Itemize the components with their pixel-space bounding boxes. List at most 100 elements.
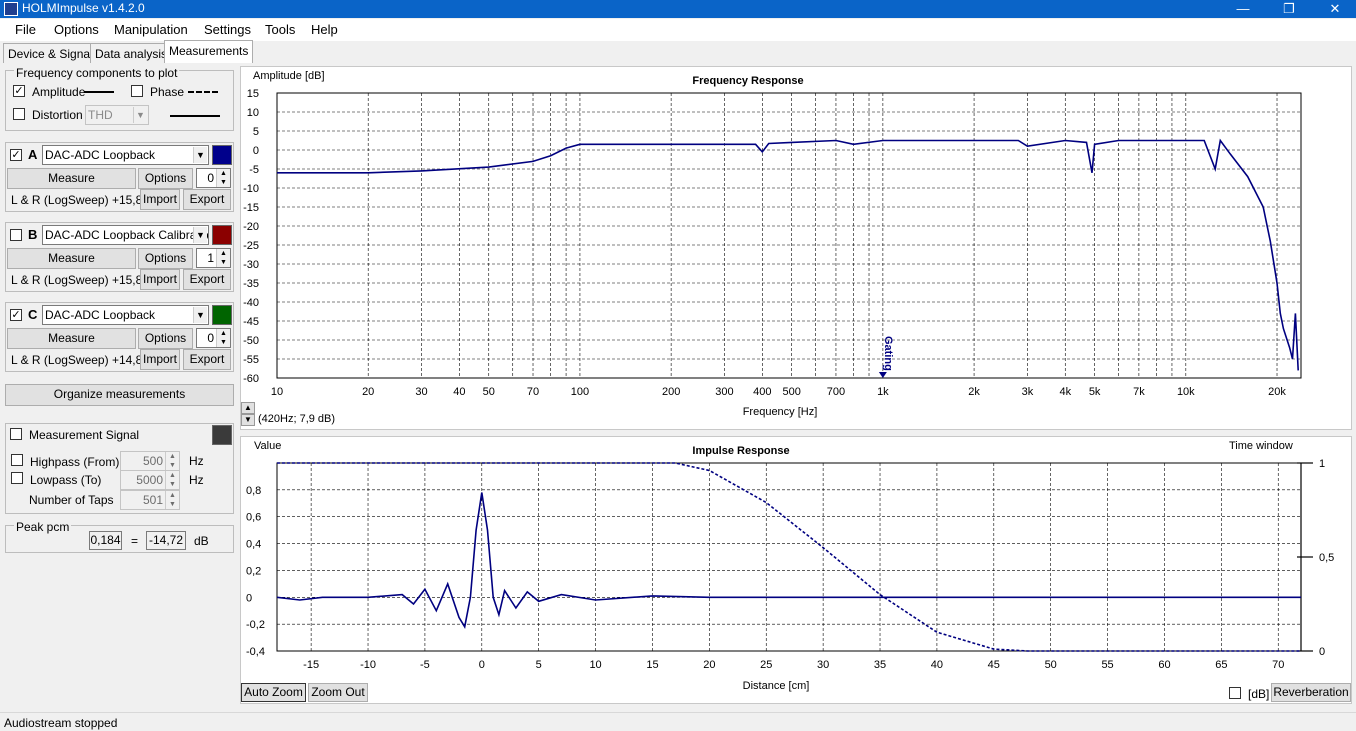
menu-options[interactable]: Options: [54, 22, 99, 37]
reverberation-button[interactable]: Reverberation: [1271, 683, 1351, 702]
cursor-down-icon[interactable]: ▼: [241, 414, 255, 426]
measurement-a-options-button[interactable]: Options: [138, 168, 193, 189]
ir-grid: [276, 462, 1302, 652]
frequency-response-chart[interactable]: 151050-5-10-15-20-25-30-35-40-45-50-55-6…: [241, 67, 1353, 431]
measurement-b-measure-button[interactable]: Measure: [7, 248, 136, 269]
ir-title: Impulse Response: [692, 445, 789, 457]
measurement-a-spinner[interactable]: 0 ▲ ▼: [196, 168, 231, 188]
measurement-a-spinner-value: 0: [207, 171, 214, 185]
lowpass-spinner[interactable]: 5000 ▲ ▼: [120, 470, 180, 490]
ir-ylabel: Value: [254, 440, 281, 452]
frequency-components-title: Frequency components to plot: [14, 66, 180, 80]
ir-xtick: 70: [1272, 659, 1284, 671]
measurement-c-spinner[interactable]: 0 ▲ ▼: [196, 328, 231, 348]
spinner-arrows-icon[interactable]: ▲ ▼: [216, 249, 230, 267]
measurement-c-import-button[interactable]: Import: [140, 349, 180, 370]
ir-ytick: 0,6: [246, 512, 261, 524]
ir-y2tick: 0: [1319, 646, 1325, 658]
measurement-b-spinner[interactable]: 1 ▲ ▼: [196, 248, 231, 268]
measurement-c-select[interactable]: DAC-ADC Loopback ▼: [42, 305, 209, 325]
organize-measurements-button[interactable]: Organize measurements: [5, 384, 234, 406]
measurement-signal-color-swatch[interactable]: [212, 425, 232, 445]
measurement-signal-checkbox[interactable]: [10, 428, 22, 440]
highpass-checkbox[interactable]: [11, 454, 23, 466]
distortion-type-select[interactable]: THD ▼: [85, 105, 149, 125]
taps-label: Number of Taps: [29, 493, 114, 507]
ir-series-line: [276, 492, 1301, 629]
lowpass-checkbox[interactable]: [11, 472, 23, 484]
measurement-a-measure-button[interactable]: Measure: [7, 168, 136, 189]
ir-ytick: 0,8: [246, 485, 261, 497]
measurement-c-export-button[interactable]: Export: [183, 349, 231, 370]
measurement-a-select[interactable]: DAC-ADC Loopback ▼: [42, 145, 209, 165]
taps-spinner[interactable]: 501 ▲ ▼: [120, 490, 180, 510]
measurement-b-checkbox[interactable]: [10, 229, 22, 241]
highpass-spinner[interactable]: 500 ▲ ▼: [120, 451, 180, 471]
ir-ticks: -15 -10 -5 0 5 10 15 20 25 30 35 40 45 50 55 60 65 700,80…: [246, 458, 1334, 671]
tab-device-signal[interactable]: Device & Signal: [3, 43, 98, 63]
tab-data-analysis[interactable]: Data analysis: [90, 43, 173, 63]
lowpass-label: Lowpass (To): [30, 473, 102, 487]
fr-ytick: -40: [243, 297, 259, 309]
fr-ytick: -20: [243, 221, 259, 233]
impulse-response-panel: -15 -10 -5 0 5 10 15 20 25 30 35 40 45 50 55 60 65 70 0,8 0…: [240, 436, 1352, 704]
peak-db-value: -14,72: [146, 531, 186, 550]
fr-xtick: 40: [453, 386, 465, 398]
spinner-arrows-icon[interactable]: ▲ ▼: [216, 329, 230, 347]
fr-xtick: 50: [483, 386, 495, 398]
ir-xtick: 30: [817, 659, 829, 671]
spinner-arrows-icon[interactable]: ▲ ▼: [216, 169, 230, 187]
highpass-value: 500: [142, 454, 163, 468]
distortion-checkbox[interactable]: [13, 108, 25, 120]
ir-xtick: 50: [1045, 659, 1057, 671]
fr-grid: [276, 92, 1302, 379]
measurement-a-color-swatch[interactable]: [212, 145, 232, 165]
spinner-arrows-icon[interactable]: ▲ ▼: [165, 491, 179, 509]
measurement-b-select[interactable]: DAC-ADC Loopback Calibrated ▼: [42, 225, 209, 245]
menu-tools[interactable]: Tools: [265, 22, 296, 37]
cursor-up-icon[interactable]: ▲: [241, 402, 255, 414]
measurement-c-checkbox[interactable]: ✓: [10, 309, 22, 321]
fr-xtick: 5k: [1089, 386, 1101, 398]
fr-xtick: 2k: [968, 386, 980, 398]
ir-y2label: Time window: [1229, 440, 1293, 452]
minimize-icon[interactable]: —: [1236, 1, 1250, 16]
impulse-response-chart[interactable]: -15 -10 -5 0 5 10 15 20 25 30 35 40 45 50 55 60 65 700,80…: [241, 437, 1353, 705]
measurement-b-options-button[interactable]: Options: [138, 248, 193, 269]
phase-checkbox[interactable]: [131, 85, 143, 97]
measurement-c-color-swatch[interactable]: [212, 305, 232, 325]
close-icon[interactable]: ✕: [1329, 1, 1341, 16]
auto-zoom-button[interactable]: Auto Zoom: [241, 683, 306, 702]
measurement-b-letter: B: [28, 227, 38, 242]
zoom-out-button[interactable]: Zoom Out: [308, 683, 368, 702]
ir-ytick: 0,4: [246, 539, 261, 551]
db-checkbox[interactable]: [1229, 687, 1241, 699]
measurement-b-export-button[interactable]: Export: [183, 269, 231, 290]
menu-file[interactable]: File: [15, 22, 36, 37]
maximize-icon[interactable]: ❐: [1283, 1, 1295, 16]
menu-settings[interactable]: Settings: [204, 22, 251, 37]
spinner-arrows-icon[interactable]: ▲ ▼: [165, 452, 179, 470]
measurement-c-measure-button[interactable]: Measure: [7, 328, 136, 349]
measurement-a-checkbox[interactable]: ✓: [10, 149, 22, 161]
tab-measurements[interactable]: Measurements: [164, 40, 254, 63]
fr-ytick: 5: [253, 126, 259, 138]
fr-xtick: 10: [271, 386, 283, 398]
measurement-b-color-swatch[interactable]: [212, 225, 232, 245]
fr-xtick: 20k: [1268, 386, 1286, 398]
chevron-down-icon: ▼: [193, 147, 207, 163]
spinner-arrows-icon[interactable]: ▲ ▼: [165, 471, 179, 489]
gating-marker[interactable]: Gating: [878, 336, 894, 378]
lowpass-value: 5000: [136, 473, 163, 487]
menu-manipulation[interactable]: Manipulation: [114, 22, 188, 37]
amplitude-checkbox[interactable]: ✓: [13, 85, 25, 97]
distortion-line-style: [170, 115, 220, 117]
fr-ytick: -10: [243, 183, 259, 195]
measurement-c-options-button[interactable]: Options: [138, 328, 193, 349]
measurement-a-export-button[interactable]: Export: [183, 189, 231, 210]
measurement-b-import-button[interactable]: Import: [140, 269, 180, 290]
menu-help[interactable]: Help: [311, 22, 338, 37]
measurement-a-import-button[interactable]: Import: [140, 189, 180, 210]
fr-xtick: 7k: [1133, 386, 1145, 398]
fr-ytick: -15: [243, 202, 259, 214]
